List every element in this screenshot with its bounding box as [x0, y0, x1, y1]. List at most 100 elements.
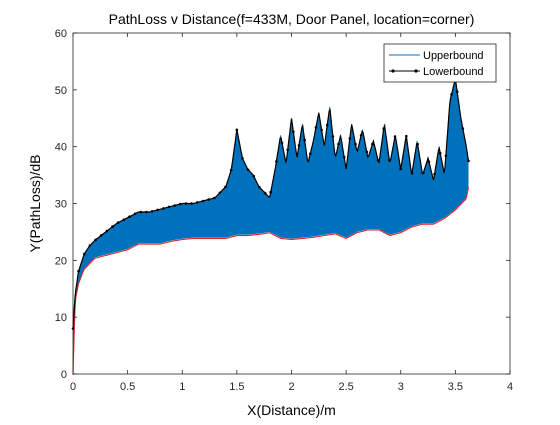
lowerbound-point — [359, 134, 363, 137]
lowerbound-point — [156, 208, 159, 212]
lowerbound-point — [207, 198, 210, 201]
lowerbound-point — [309, 152, 312, 155]
x-tick-label: 3 — [398, 381, 404, 393]
series-layer — [71, 78, 470, 375]
y-tick-label: 40 — [55, 142, 67, 154]
lowerbound-point — [133, 212, 137, 216]
x-tick-label: 4 — [507, 381, 513, 393]
lowerbound-point — [393, 135, 397, 138]
y-tick-label: 0 — [61, 369, 67, 381]
legend: Upperbound Lowerbound — [383, 43, 497, 83]
lowerbound-point — [88, 244, 92, 247]
lowerbound-point — [105, 229, 109, 233]
lowerbound-point — [246, 168, 250, 172]
lowerbound-point — [297, 144, 301, 147]
legend-marker-lowerbound — [414, 69, 418, 73]
lowerbound-point — [167, 205, 171, 209]
lowerbound-point — [258, 185, 261, 189]
x-tick-label: 0 — [70, 381, 76, 393]
lowerbound-point — [83, 252, 86, 256]
lowerbound-point — [438, 151, 442, 155]
y-tick-label: 50 — [55, 85, 67, 97]
x-tick-label: 2 — [288, 381, 294, 393]
lowerbound-point — [94, 238, 97, 242]
chart-title: PathLoss v Distance(f=433M, Door Panel, … — [109, 11, 475, 27]
lowerbound-point — [342, 156, 346, 159]
x-axis-label: X(Distance)/m — [247, 402, 336, 418]
lowerbound-point — [128, 215, 131, 218]
lowerbound-point — [422, 171, 425, 175]
lowerbound-point — [122, 218, 126, 221]
lowerbound-point — [196, 201, 199, 204]
lowerbound-point — [173, 204, 176, 207]
lowerbound-point — [455, 90, 459, 93]
x-tick-label: 0.5 — [120, 381, 135, 393]
lowerbound-point — [190, 202, 193, 205]
lowerbound-point — [371, 142, 374, 146]
lowerbound-point — [410, 171, 414, 175]
lowerbound-point — [331, 135, 335, 138]
lowerbound-point — [252, 174, 256, 178]
x-tick-label: 1.5 — [229, 381, 244, 393]
lowerbound-point — [235, 128, 239, 132]
lowerbound-point — [179, 202, 182, 206]
lowerbound-point — [162, 207, 165, 210]
lowerbound-point — [337, 142, 340, 146]
lowerbound-point — [399, 167, 403, 171]
lowerbound-point — [320, 128, 323, 132]
y-tick-label: 60 — [55, 28, 67, 40]
lowerbound-point — [303, 138, 306, 142]
x-tick-label: 3.5 — [448, 381, 463, 393]
lowerbound-point — [365, 150, 369, 154]
lowerbound-point — [241, 157, 244, 160]
lowerbound-point — [467, 159, 470, 163]
lowerbound-point — [116, 221, 120, 224]
lowerbound-point — [269, 190, 273, 194]
lowerbound-point — [286, 148, 290, 152]
lowerbound-point — [77, 269, 80, 273]
lowerbound-point — [388, 159, 391, 162]
lowerbound-point — [461, 127, 465, 130]
lowerbound-point — [184, 202, 188, 205]
lower-edge-trace — [72, 187, 470, 375]
lowerbound-point — [145, 210, 148, 214]
lowerbound-point — [218, 191, 222, 195]
x-tick-label: 2.5 — [338, 381, 353, 393]
lowerbound-point — [150, 210, 154, 213]
lowerbound-point — [263, 191, 267, 195]
lowerbound-point — [224, 185, 227, 189]
lowerbound-point — [275, 160, 278, 163]
lowerbound-point — [433, 172, 436, 176]
lowerbound-point — [405, 134, 408, 138]
y-tick-label: 20 — [55, 255, 67, 267]
y-axis-label: Y(PathLoss)/dB — [27, 154, 43, 252]
upperbound-band — [73, 78, 469, 375]
lowerbound-point — [450, 93, 453, 96]
lowerbound-point — [444, 154, 448, 157]
lowerbound-point — [376, 159, 380, 162]
lowerbound-point — [382, 127, 386, 130]
lowerbound-point — [201, 199, 205, 203]
x-tick-label: 1 — [179, 381, 185, 393]
lowerbound-point — [416, 142, 419, 146]
legend-marker-lowerbound — [391, 69, 395, 73]
lowerbound-point — [99, 234, 103, 237]
lowerbound-point — [280, 141, 284, 145]
legend-label-lowerbound: Lowerbound — [423, 66, 484, 78]
legend-label-upperbound: Upperbound — [423, 50, 484, 62]
lowerbound-point — [354, 142, 357, 146]
lowerbound-point — [229, 168, 233, 172]
lowerbound-point — [314, 126, 318, 129]
lowerbound-point — [111, 225, 114, 228]
lowerbound-point — [139, 210, 143, 214]
lowerbound-point — [427, 160, 431, 163]
lowerbound-point — [212, 196, 216, 200]
y-tick-label: 30 — [55, 199, 67, 211]
lowerbound-point — [348, 137, 352, 140]
lowerbound-point — [292, 130, 295, 133]
legend-box — [383, 43, 497, 83]
lowerbound-point — [325, 123, 329, 127]
